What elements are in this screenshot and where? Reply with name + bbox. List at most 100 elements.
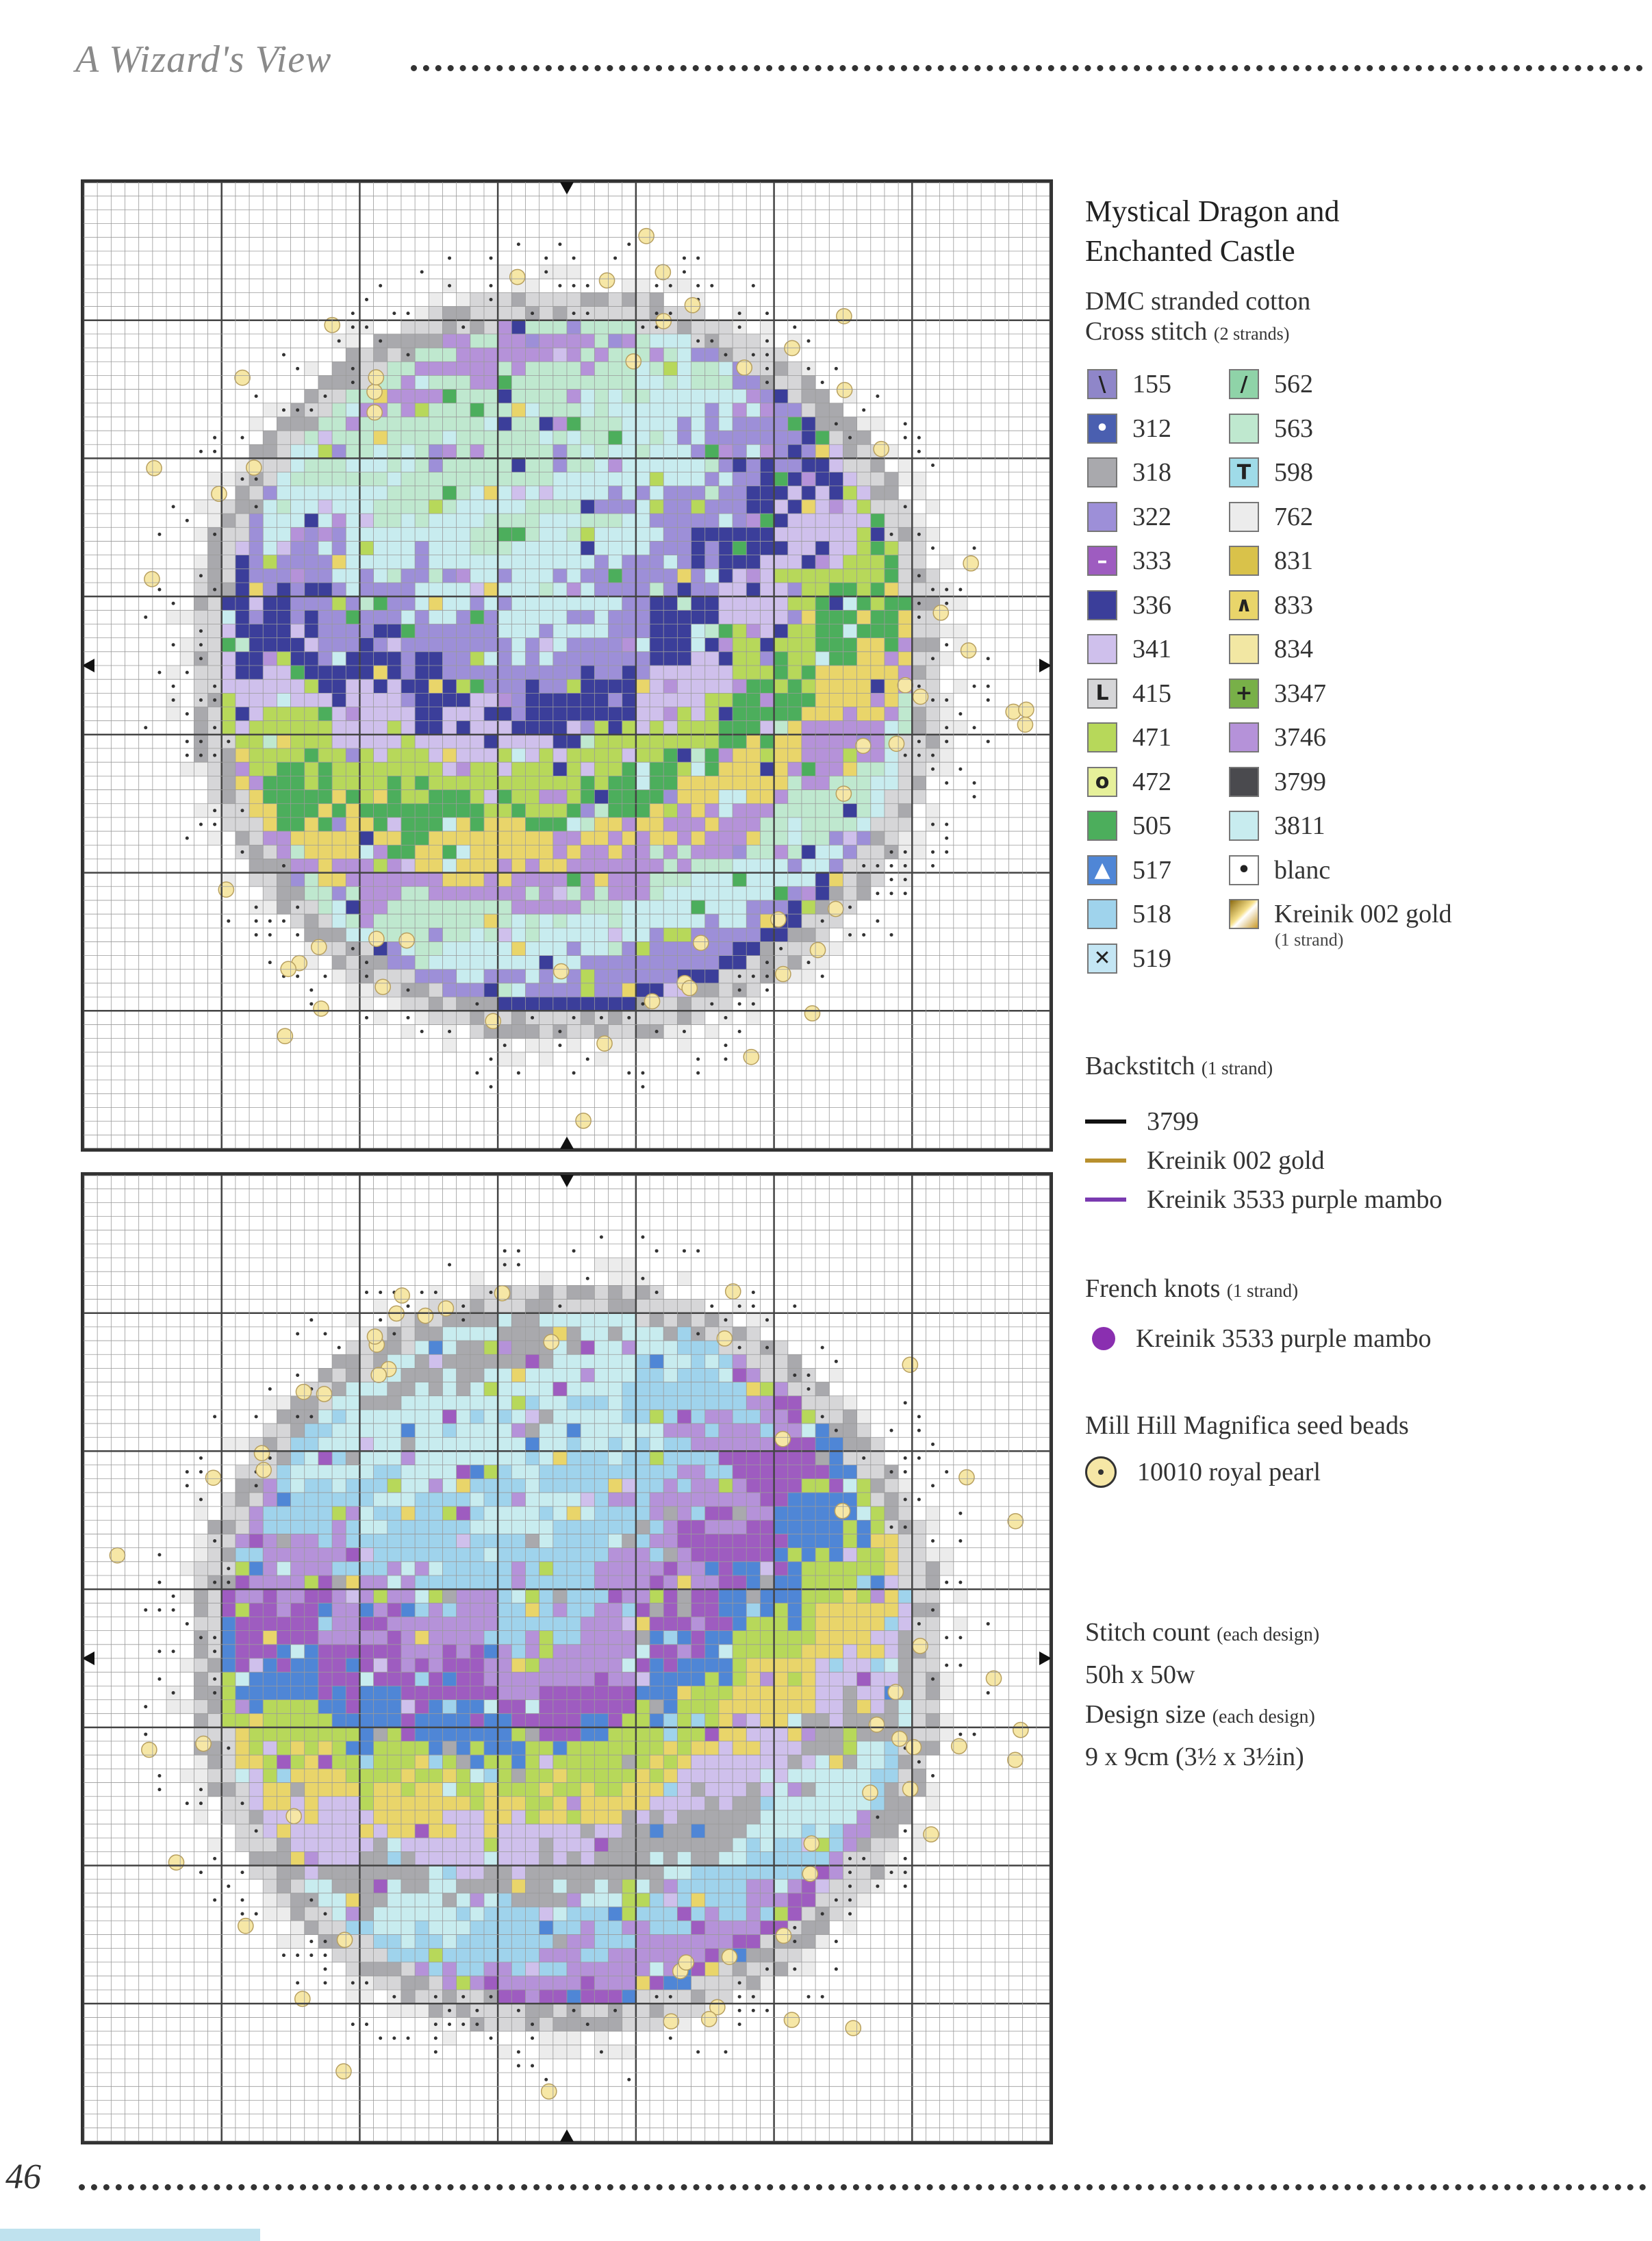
stitch-cell xyxy=(483,707,498,722)
stitch-cell xyxy=(746,651,761,666)
stitch-cell xyxy=(552,1478,568,1493)
stitch-cell xyxy=(843,872,858,887)
stitch-cell xyxy=(760,886,775,901)
stitch-cell xyxy=(180,610,194,624)
stitch-cell xyxy=(622,928,637,942)
stitch-cell xyxy=(373,720,388,735)
stitch-cell xyxy=(290,845,305,859)
stitch-cell xyxy=(650,803,664,818)
stitch-cell xyxy=(359,1603,374,1617)
stitch-cell xyxy=(815,1534,830,1549)
stitch-cell xyxy=(594,1782,609,1797)
stitch-cell xyxy=(304,1520,319,1534)
stitch-cell xyxy=(733,900,747,915)
stitch-cell xyxy=(511,485,526,501)
stitch-cell xyxy=(912,1520,926,1534)
stitch-cell xyxy=(498,375,512,390)
blanc-stitch-dot xyxy=(986,684,990,688)
stitch-cell xyxy=(290,1769,305,1784)
stitch-cell xyxy=(318,568,333,583)
blanc-stitch-dot xyxy=(309,1318,314,1322)
stitch-cell xyxy=(235,1658,250,1673)
stitch-cell xyxy=(373,1506,388,1521)
stitch-cell xyxy=(663,514,678,528)
stitch-cell xyxy=(663,1755,678,1769)
stitch-cell xyxy=(332,624,346,639)
stitch-cell xyxy=(207,514,223,528)
stitch-cell xyxy=(704,527,720,542)
stitch-cell xyxy=(622,734,637,749)
stitch-cell xyxy=(304,1699,319,1714)
stitch-cell xyxy=(856,1755,872,1769)
stitch-cell xyxy=(525,375,540,390)
stitch-cell xyxy=(332,1658,346,1673)
stitch-cell xyxy=(277,1782,292,1797)
stitch-cell xyxy=(483,1395,498,1410)
stitch-cell xyxy=(304,1824,319,1838)
stitch-cell xyxy=(359,651,374,666)
stitch-cell xyxy=(429,1644,443,1659)
stitch-cell xyxy=(663,1354,678,1369)
stitch-cell xyxy=(774,637,789,653)
stitch-cell xyxy=(650,955,664,970)
stitch-cell xyxy=(346,1769,360,1784)
stitch-cell xyxy=(635,514,650,528)
stitch-cell xyxy=(635,1341,650,1355)
stitch-cell xyxy=(774,582,789,597)
blanc-stitch-dot xyxy=(268,1387,272,1391)
stitch-cell xyxy=(511,707,526,722)
stitch-cell xyxy=(318,762,333,776)
stitch-cell xyxy=(180,1769,194,1784)
stitch-cell xyxy=(663,1630,678,1645)
stitch-cell xyxy=(318,1630,333,1645)
stitch-cell xyxy=(415,416,429,431)
blanc-stitch-dot xyxy=(199,1497,203,1502)
stitch-cell xyxy=(498,582,512,597)
stitch-cell xyxy=(387,582,402,597)
stitch-cell xyxy=(346,1589,360,1604)
stitch-cell xyxy=(581,596,595,611)
stitch-cell xyxy=(511,1520,526,1534)
stitch-cell xyxy=(290,485,305,501)
blanc-stitch-dot xyxy=(185,1484,189,1488)
bead-marker xyxy=(1017,716,1034,733)
stitch-cell xyxy=(470,928,485,942)
stitch-cell xyxy=(801,748,816,763)
blanc-stitch-dot xyxy=(240,850,244,854)
blanc-stitch-dot xyxy=(917,449,921,453)
blanc-stitch-dot xyxy=(185,753,189,757)
stitch-cell xyxy=(622,1299,637,1314)
blanc-stitch-dot xyxy=(296,933,300,937)
stitch-cell xyxy=(635,403,650,418)
stitch-cell xyxy=(401,458,416,473)
stitch-cell xyxy=(608,1492,623,1507)
stitch-cell xyxy=(511,679,526,694)
blanc-stitch-dot xyxy=(420,270,424,274)
stitch-cell xyxy=(483,527,498,542)
stitch-cell xyxy=(594,1024,609,1039)
stitch-cell xyxy=(594,1603,609,1617)
stitch-cell xyxy=(456,1506,471,1521)
stitch-cell xyxy=(856,651,872,666)
stitch-cell xyxy=(594,900,609,915)
blanc-stitch-dot xyxy=(931,850,935,854)
stitch-cell xyxy=(608,997,623,1011)
stitch-cell xyxy=(663,983,678,998)
stitch-cell xyxy=(318,748,333,763)
stitch-cell xyxy=(829,1796,843,1811)
stitch-cell xyxy=(483,872,498,887)
blanc-stitch-dot xyxy=(641,1002,645,1006)
stitch-cell xyxy=(704,472,720,487)
blanc-stitch-dot xyxy=(171,601,175,605)
stitch-cell xyxy=(635,1630,650,1645)
blanc-stitch-dot xyxy=(268,919,272,923)
stitch-cell xyxy=(332,1451,346,1466)
stitch-cell xyxy=(650,1423,664,1438)
stitch-cell xyxy=(718,582,733,597)
blanc-stitch-dot xyxy=(876,891,880,896)
stitch-cell xyxy=(635,720,650,735)
stitch-cell xyxy=(401,1838,416,1852)
blanc-stitch-dot xyxy=(213,753,217,757)
stitch-cell xyxy=(401,527,416,542)
stitch-cell xyxy=(401,679,416,694)
